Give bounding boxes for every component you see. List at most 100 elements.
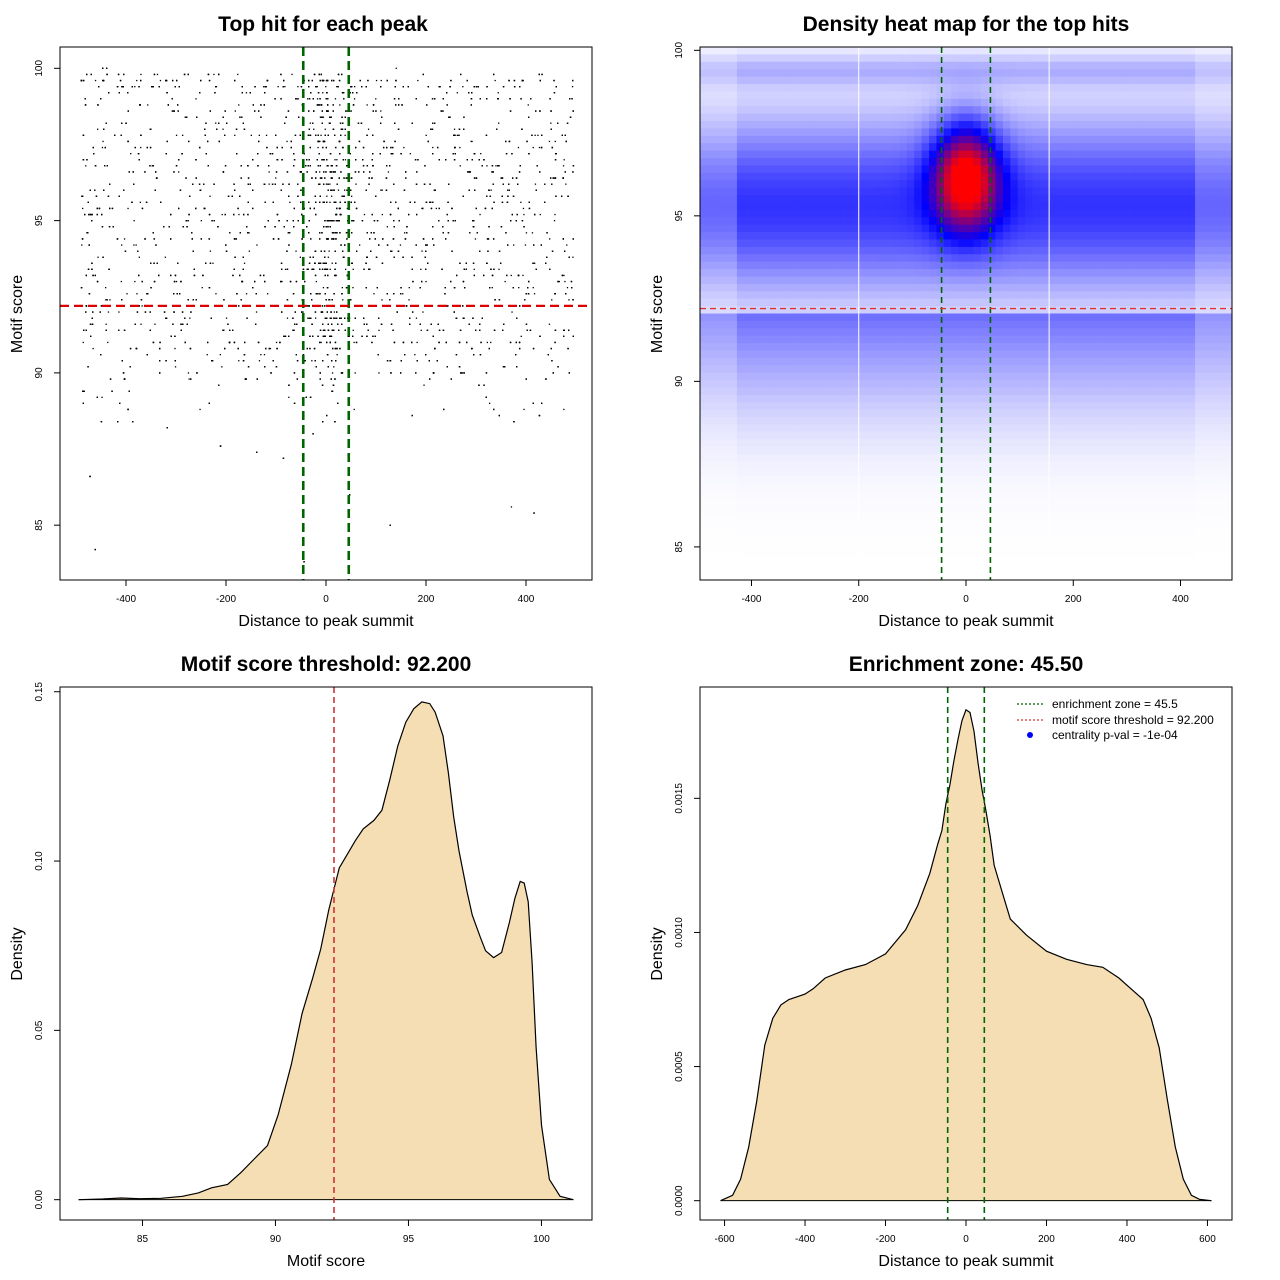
scatter-point (332, 317, 335, 319)
scatter-point (257, 153, 259, 155)
scatter-point (288, 195, 290, 197)
scatter-point (342, 92, 345, 94)
scatter-point (423, 183, 426, 185)
scatter-point (442, 329, 445, 331)
scatter-point (453, 287, 456, 289)
scatter-point (138, 159, 140, 161)
scatter-point (127, 92, 129, 94)
scatter-point (275, 341, 278, 344)
scatter-point (378, 244, 380, 246)
scatter-point (349, 153, 351, 155)
scatter-point (93, 153, 95, 155)
scatter-point (572, 79, 574, 82)
scatter-point (534, 183, 537, 185)
scatter-point (299, 256, 301, 258)
scatter-point (326, 110, 328, 112)
scatter-point (149, 329, 151, 331)
scatter-point (554, 341, 556, 344)
scatter-point (195, 177, 197, 179)
scatter-point (522, 207, 525, 210)
scatter-point (516, 317, 518, 319)
scatter-point (281, 280, 283, 283)
scatter-point (291, 73, 293, 76)
scatter-point (311, 323, 313, 325)
scatter-point (402, 293, 404, 295)
scatter-point (472, 220, 474, 222)
scatter-point (275, 171, 278, 173)
scatter-point (518, 287, 520, 289)
scatter-point (249, 92, 251, 94)
scatter-point (145, 201, 148, 203)
scatter-point (365, 287, 367, 289)
scatter-point (334, 98, 337, 100)
scatter-point (174, 360, 176, 362)
scatter-point (307, 98, 309, 100)
scatter-point (234, 79, 236, 82)
scatter-point (296, 323, 298, 325)
scatter-point (416, 360, 418, 362)
scatter-point (334, 347, 336, 350)
scatter-point (139, 201, 141, 203)
scatter-point (314, 195, 316, 197)
scatter-point (248, 250, 250, 252)
scatter-point (267, 293, 269, 295)
scatter-point (571, 287, 573, 289)
scatter-point (534, 134, 536, 136)
scatter-point (134, 323, 136, 325)
scatter-point (341, 116, 343, 118)
scatter-point (489, 195, 491, 197)
scatter-point (255, 293, 257, 295)
scatter-point (319, 140, 321, 143)
scatter-point (172, 79, 174, 82)
scatter-point (359, 244, 361, 246)
scatter-point (340, 213, 342, 216)
scatter-point (322, 287, 325, 289)
scatter-point (178, 86, 180, 88)
scatter-point (98, 86, 100, 88)
scatter-point (100, 98, 102, 100)
scatter-point (286, 140, 288, 143)
scatter-point (314, 262, 316, 264)
scatter-point (454, 220, 456, 222)
scatter-point (294, 323, 296, 325)
scatter-point (302, 354, 305, 356)
scatter-point (404, 354, 406, 356)
scatter-point (553, 92, 556, 94)
scatter-point (509, 110, 512, 112)
scatter-point (238, 213, 240, 216)
scatter-point (118, 311, 120, 313)
scatter-point (348, 335, 350, 337)
scatter-point (334, 274, 336, 277)
scatter-point (536, 165, 538, 167)
scatter-point (211, 360, 214, 362)
scatter-point (333, 220, 335, 222)
scatter-point (361, 220, 364, 222)
scatter-point (336, 354, 338, 356)
scatter-point (88, 293, 91, 295)
scatter-point (102, 256, 104, 258)
scatter-point (234, 110, 236, 112)
scatter-point (331, 220, 333, 222)
scatter-point (523, 226, 525, 228)
scatter-point (308, 262, 311, 264)
scatter-point (463, 128, 465, 130)
scatter-point (355, 159, 357, 161)
scatter-point (117, 73, 120, 76)
scatter-point (191, 238, 193, 240)
scatter-point (403, 146, 405, 149)
scatter-point (570, 280, 573, 283)
scatter-point (520, 335, 522, 337)
scatter-point (153, 238, 155, 240)
scatter-point (365, 189, 367, 191)
scatter-point (365, 262, 367, 264)
scatter-point (347, 335, 349, 337)
scatter-point (156, 262, 158, 264)
scatter-point (456, 92, 458, 94)
scatter-point (309, 207, 311, 210)
scatter-point (458, 134, 460, 136)
scatter-point (417, 79, 419, 82)
scatter-point (331, 177, 333, 179)
scatter-point (243, 354, 246, 356)
scatter-point (425, 354, 427, 356)
scatter-point (319, 262, 322, 264)
